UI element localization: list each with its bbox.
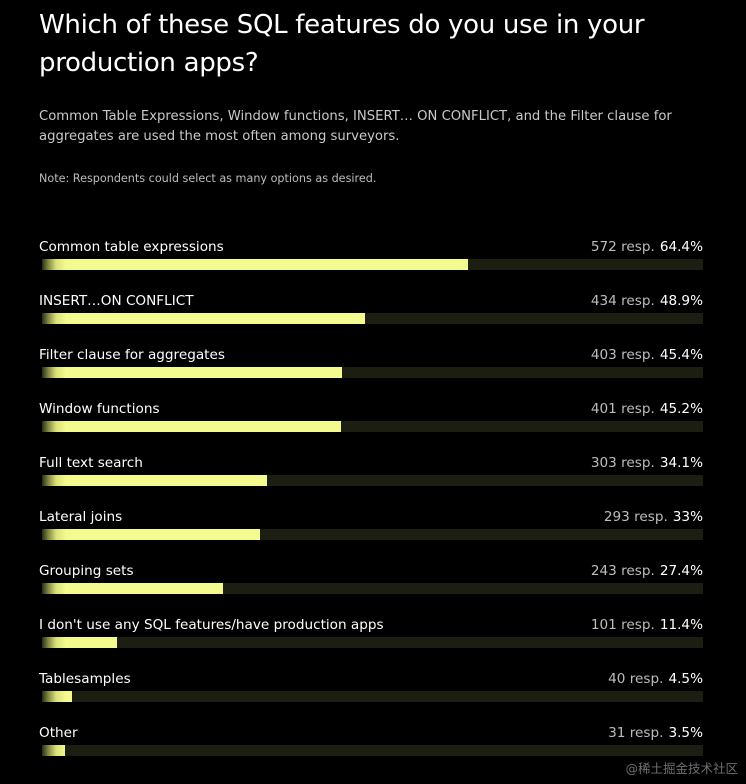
bar xyxy=(42,313,365,324)
bar-row: Full text search 303 resp. 34.1% xyxy=(39,454,703,494)
bar-value-label: 45.2% xyxy=(659,401,703,417)
bar xyxy=(42,583,223,594)
bar-track xyxy=(42,529,703,540)
bar-value-label: 34.1% xyxy=(659,455,703,471)
watermark: @稀土掘金技术社区 xyxy=(625,761,738,776)
bar xyxy=(42,691,72,702)
bar-row: Common table expressions 572 resp. 64.4% xyxy=(39,238,703,278)
bar-track xyxy=(42,745,703,756)
chart-subtitle: Common Table Expressions, Window functio… xyxy=(39,109,672,144)
bar-value-meta: 40 resp. 4.5% xyxy=(608,670,703,688)
bar-category-label: Filter clause for aggregates xyxy=(39,347,225,363)
bar-row: Tablesamples 40 resp. 4.5% xyxy=(39,670,703,710)
bar-response-count: 303 resp. xyxy=(590,455,655,471)
bar-track xyxy=(42,475,703,486)
bar-category-label: Window functions xyxy=(39,401,160,417)
page-title: Which of these SQL features do you use i… xyxy=(39,10,645,78)
bar-track xyxy=(42,313,703,324)
bar-track xyxy=(42,421,703,432)
bar-response-count: 293 resp. xyxy=(603,509,668,525)
bar-value-label: 11.4% xyxy=(659,617,703,633)
bar-value-label: 33% xyxy=(672,509,703,525)
bar-value-meta: 403 resp. 45.4% xyxy=(591,346,703,364)
bar-response-count: 434 resp. xyxy=(590,293,655,309)
bar-value-meta: 101 resp. 11.4% xyxy=(591,616,703,634)
bar-track xyxy=(42,583,703,594)
bar-response-count: 40 resp. xyxy=(608,671,664,687)
bar-row: INSERT…ON CONFLICT 434 resp. 48.9% xyxy=(39,292,703,332)
bar xyxy=(42,745,65,756)
bar-track xyxy=(42,259,703,270)
bar-category-label: Grouping sets xyxy=(39,563,134,579)
bar-value-label: 48.9% xyxy=(659,293,703,309)
bar-response-count: 101 resp. xyxy=(590,617,655,633)
bar-value-meta: 572 resp. 64.4% xyxy=(591,238,703,256)
bar-value-label: 45.4% xyxy=(659,347,703,363)
bar xyxy=(42,421,341,432)
bar-track xyxy=(42,637,703,648)
bar-response-count: 572 resp. xyxy=(590,239,655,255)
bar-response-count: 31 resp. xyxy=(608,725,664,741)
bar xyxy=(42,259,468,270)
bar xyxy=(42,475,267,486)
bar-category-label: Tablesamples xyxy=(39,671,131,687)
bar-value-label: 4.5% xyxy=(668,671,703,687)
bar-category-label: Other xyxy=(39,725,78,741)
bar-value-meta: 31 resp. 3.5% xyxy=(608,724,703,742)
bar-track xyxy=(42,691,703,702)
bar-value-meta: 303 resp. 34.1% xyxy=(591,454,703,472)
bar-row: Grouping sets 243 resp. 27.4% xyxy=(39,562,703,602)
bar-value-meta: 243 resp. 27.4% xyxy=(591,562,703,580)
bar xyxy=(42,637,117,648)
bar-value-label: 64.4% xyxy=(659,239,703,255)
bar-category-label: Full text search xyxy=(39,455,143,471)
bar-category-label: INSERT…ON CONFLICT xyxy=(39,293,194,309)
bar-category-label: Common table expressions xyxy=(39,239,224,255)
bar-row: Filter clause for aggregates 403 resp. 45.… xyxy=(39,346,703,386)
bar-value-label: 27.4% xyxy=(659,563,703,579)
bar-value-label: 3.5% xyxy=(668,725,703,741)
bar xyxy=(42,367,342,378)
bar-category-label: I don't use any SQL features/have produc… xyxy=(39,617,384,633)
bar-row: Window functions 401 resp. 45.2% xyxy=(39,400,703,440)
bar-category-label: Lateral joins xyxy=(39,509,123,525)
bar xyxy=(42,529,260,540)
bar-value-meta: 401 resp. 45.2% xyxy=(591,400,703,418)
bar-row: Lateral joins 293 resp. 33% xyxy=(39,508,703,548)
bar-row: Other 31 resp. 3.5% xyxy=(39,724,703,764)
bar-response-count: 403 resp. xyxy=(590,347,655,363)
bar-row: I don't use any SQL features/have produc… xyxy=(39,616,703,656)
bar-response-count: 243 resp. xyxy=(590,563,655,579)
bar-track xyxy=(42,367,703,378)
bar-value-meta: 434 resp. 48.9% xyxy=(591,292,703,310)
bar-response-count: 401 resp. xyxy=(590,401,655,417)
bar-value-meta: 293 resp. 33% xyxy=(604,508,703,526)
chart-note: Note: Respondents could select as many o… xyxy=(39,172,377,185)
